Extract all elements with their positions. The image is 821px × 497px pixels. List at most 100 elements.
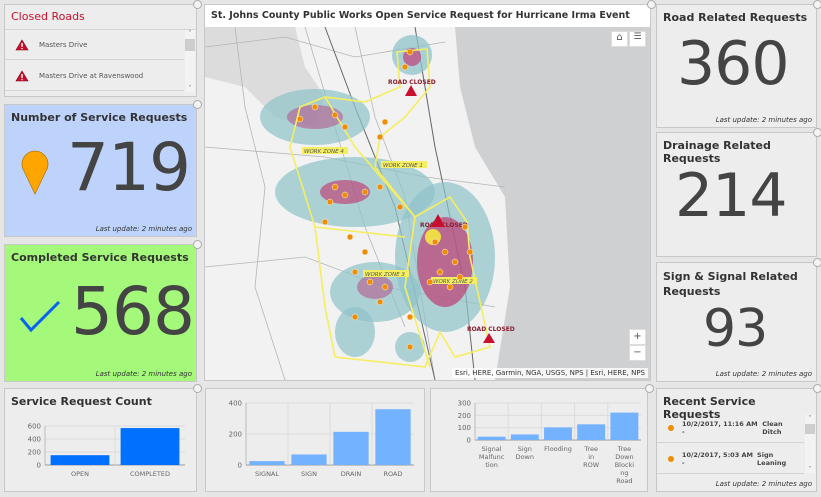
x-tick-label: ng <box>620 469 628 477</box>
resize-handle[interactable] <box>813 384 821 393</box>
y-tick-label: 400 <box>229 400 242 408</box>
map-pin-icon <box>21 150 49 195</box>
map-view[interactable]: ROAD CLOSED ROAD CLOSED ROAD CLOSED WORK… <box>205 27 650 380</box>
scrollbar[interactable]: ˄ ˅ <box>185 30 195 92</box>
recent-list: 10/2/2017, 11:16 AM - Clean Ditch 10/2/2… <box>657 413 816 475</box>
resize-handle[interactable] <box>193 240 202 249</box>
resize-handle[interactable] <box>193 100 202 109</box>
warning-icon <box>15 69 29 81</box>
list-item[interactable]: Masters Drive <box>5 30 184 60</box>
last-update: Last update: 2 minutes ago <box>715 370 812 378</box>
svg-text:WORK ZONE 2: WORK ZONE 2 <box>433 279 473 285</box>
checkmark-icon <box>19 300 61 333</box>
y-tick-label: 100 <box>458 424 471 432</box>
request-date: 10/2/2017, 5:03 AM - <box>681 450 753 467</box>
bar <box>477 436 506 440</box>
chart-title: Service Request Count <box>11 395 152 408</box>
sign-value: 93 <box>703 299 768 359</box>
map-panel: St. Johns County Public Works Open Servi… <box>204 4 651 381</box>
request-date: 10/2/2017, 11:16 AM - <box>681 419 758 436</box>
y-tick-label: 0 <box>467 437 471 445</box>
closed-road-name: Masters Drive <box>39 40 88 49</box>
resize-handle[interactable] <box>813 128 821 137</box>
panel-title: Completed Service Requests <box>11 251 189 264</box>
bar <box>510 434 539 440</box>
bar <box>291 454 327 465</box>
x-tick-label: Malfunc <box>479 453 505 461</box>
list-icon: ☰ <box>633 32 642 42</box>
panel-title: Number of Service Requests <box>11 111 188 124</box>
work-zone-labels: WORK ZONE 4 WORK ZONE 1 WORK ZONE 3 WORK… <box>302 147 477 285</box>
map-pin-icon <box>668 424 674 431</box>
service-request-markers <box>296 48 474 351</box>
panel-title: Sign & Signal Related Requests <box>663 270 798 298</box>
x-tick-label: Tree <box>583 445 598 453</box>
x-tick-label: in <box>588 453 594 461</box>
resize-handle[interactable] <box>813 258 821 267</box>
bar <box>333 431 369 465</box>
bar-chart: 0 200 400 600 OPEN COMPLETED <box>28 423 185 478</box>
resize-handle[interactable] <box>193 384 202 393</box>
resize-handle[interactable] <box>647 0 656 9</box>
svg-text:WORK ZONE 1: WORK ZONE 1 <box>383 163 423 169</box>
x-tick-label: SIGNAL <box>255 470 279 478</box>
x-tick-label: Down <box>615 453 633 461</box>
home-button[interactable]: ⌂ <box>611 31 628 47</box>
x-tick-label: Tree <box>617 445 632 453</box>
x-tick-label: tion <box>485 461 497 469</box>
bar <box>577 424 606 440</box>
x-tick-label: Down <box>516 453 534 461</box>
warning-icon <box>405 85 495 343</box>
drainage-value: 214 <box>675 161 788 231</box>
service-requests-value: 719 <box>67 129 191 206</box>
x-tick-label: OPEN <box>71 470 89 478</box>
zoom-out-button[interactable]: − <box>629 345 646 361</box>
x-tick-label: Flooding <box>544 445 572 453</box>
list-item[interactable]: Masters Drive at Ravenswood <box>5 61 184 91</box>
svg-text:WORK ZONE 3: WORK ZONE 3 <box>365 272 405 278</box>
bar <box>544 427 572 440</box>
bar <box>120 428 180 465</box>
resize-handle[interactable] <box>193 0 202 9</box>
bar <box>50 455 110 465</box>
svg-text:WORK ZONE 4: WORK ZONE 4 <box>304 149 344 155</box>
chart-panel-categories: 0 200 400 SIGNAL SIGN DRAIN ROAD <box>205 388 425 492</box>
legend-button[interactable]: ☰ <box>629 31 646 47</box>
warning-icon <box>15 38 29 50</box>
request-type: Sign Leaning <box>757 450 787 467</box>
list-item[interactable]: 10/2/2017, 11:16 AM - Clean Ditch <box>657 413 804 443</box>
last-update: Last update: 2 minutes ago <box>715 116 812 124</box>
resize-handle[interactable] <box>813 0 821 9</box>
panel-title: Drainage Related Requests <box>663 139 771 165</box>
chart-panel-types: 0 100 200 300 Signal Malfunc tion Sign Down Flood… <box>430 388 648 492</box>
bar <box>249 461 285 465</box>
chart-panel-service-count: Service Request Count 0 200 400 600 OPEN COMP… <box>4 388 197 492</box>
y-tick-label: 200 <box>28 449 41 457</box>
bar-chart: 0100200300SignalMalfunctionSignDownFlood… <box>458 400 641 485</box>
list-item[interactable]: 10/2/2017, 5:03 AM - Sign Leaning <box>657 444 804 474</box>
map-pin-icon <box>668 455 674 462</box>
svg-text:ROAD CLOSED: ROAD CLOSED <box>388 79 436 86</box>
road-requests-panel: Road Related Requests 360 Last update: 2… <box>656 4 817 128</box>
zoom-in-button[interactable]: + <box>629 329 646 345</box>
y-tick-label: 0 <box>238 462 242 470</box>
drainage-requests-panel: Drainage Related Requests 214 <box>656 132 817 257</box>
last-update: Last update: 2 minutes ago <box>95 225 192 233</box>
x-tick-label: DRAIN <box>341 470 362 478</box>
scrollbar[interactable]: ˄ ˅ <box>805 415 815 473</box>
y-tick-label: 400 <box>28 436 41 444</box>
closed-roads-title: Closed Roads <box>11 10 85 23</box>
y-tick-label: 200 <box>229 431 242 439</box>
bar <box>375 409 411 465</box>
sign-requests-panel: Sign & Signal Related Requests 93 Last u… <box>656 262 817 382</box>
x-tick-label: Signal <box>482 445 502 453</box>
x-tick-label: ROW <box>583 461 600 469</box>
map-title: St. Johns County Public Works Open Servi… <box>211 10 630 21</box>
y-tick-label: 600 <box>28 423 41 431</box>
closed-road-name: Masters Drive at Ravenswood <box>39 71 144 80</box>
completed-value: 568 <box>71 273 195 350</box>
home-icon: ⌂ <box>616 32 623 43</box>
resize-handle[interactable] <box>645 384 654 393</box>
y-tick-label: 300 <box>458 400 471 408</box>
bar <box>610 412 639 440</box>
